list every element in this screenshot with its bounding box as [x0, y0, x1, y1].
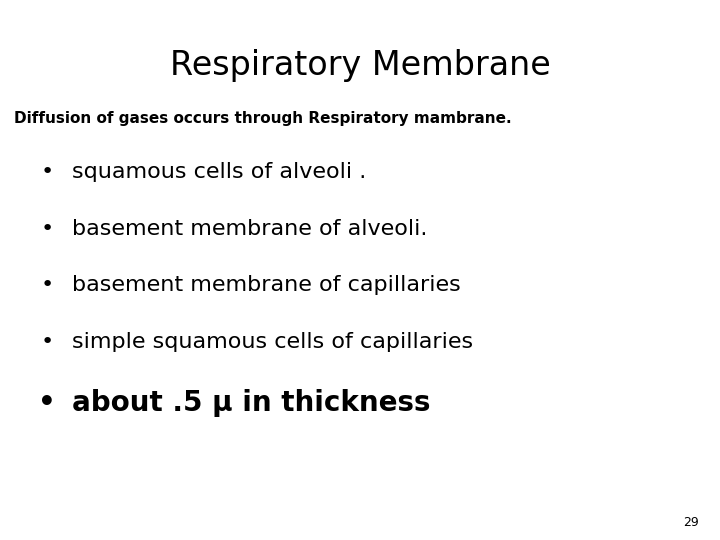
- Text: 29: 29: [683, 516, 698, 529]
- Text: Diffusion of gases occurs through Respiratory mambrane.: Diffusion of gases occurs through Respir…: [14, 111, 512, 126]
- Text: Respiratory Membrane: Respiratory Membrane: [170, 49, 550, 82]
- Text: •: •: [40, 332, 53, 352]
- Text: •: •: [40, 219, 53, 239]
- Text: •: •: [40, 162, 53, 182]
- Text: squamous cells of alveoli .: squamous cells of alveoli .: [72, 162, 366, 182]
- Text: basement membrane of alveoli.: basement membrane of alveoli.: [72, 219, 428, 239]
- Text: simple squamous cells of capillaries: simple squamous cells of capillaries: [72, 332, 473, 352]
- Text: basement membrane of capillaries: basement membrane of capillaries: [72, 275, 461, 295]
- Text: •: •: [40, 275, 53, 295]
- Text: •: •: [38, 389, 55, 417]
- Text: about .5 μ in thickness: about .5 μ in thickness: [72, 389, 431, 417]
